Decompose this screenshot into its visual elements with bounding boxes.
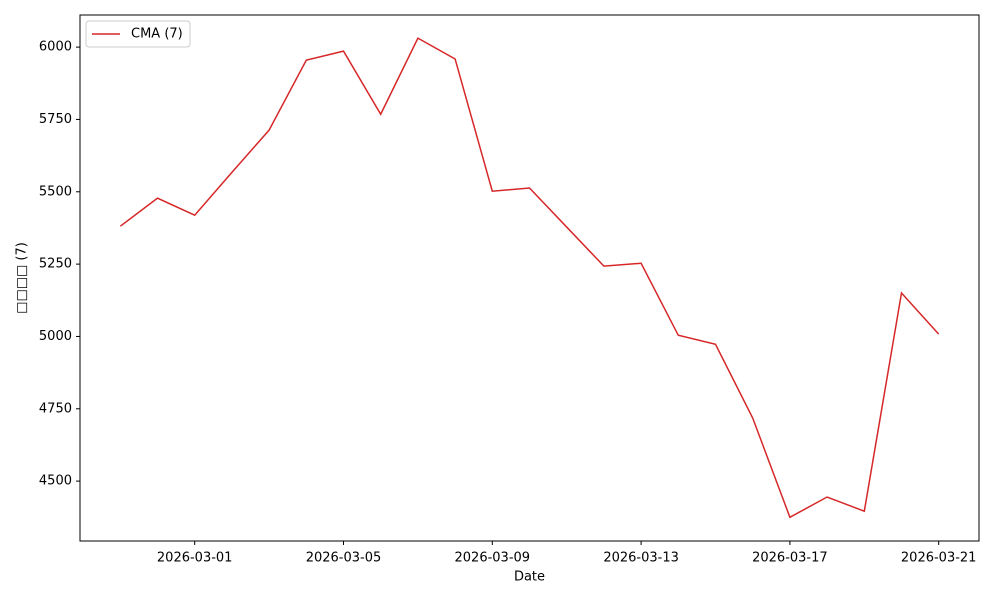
y-tick-label: 5750 [39,112,72,127]
x-tick-label: 2026-03-17 [752,551,828,566]
y-tick-label: 4750 [39,401,72,416]
x-tick-label: 2026-03-01 [157,551,233,566]
y-tick-label: 6000 [39,40,72,55]
plot-frame [79,14,980,542]
y-tick-label: 4500 [39,474,72,489]
x-tick-label: 2026-03-21 [901,551,977,566]
x-axis-label: Date [514,570,545,585]
x-tick-label: 2026-03-05 [306,551,382,566]
y-tick-label: 5250 [39,257,72,272]
y-axis-label: □□□□ (7) [15,242,30,314]
x-tick-label: 2026-03-13 [603,551,679,566]
y-tick-label: 5000 [39,329,72,344]
line-series [119,37,940,519]
x-tick-label: 2026-03-09 [455,551,531,566]
y-tick-label: 5500 [39,184,72,199]
legend-box [85,20,191,48]
legend-label: CMA (7) [131,27,183,42]
